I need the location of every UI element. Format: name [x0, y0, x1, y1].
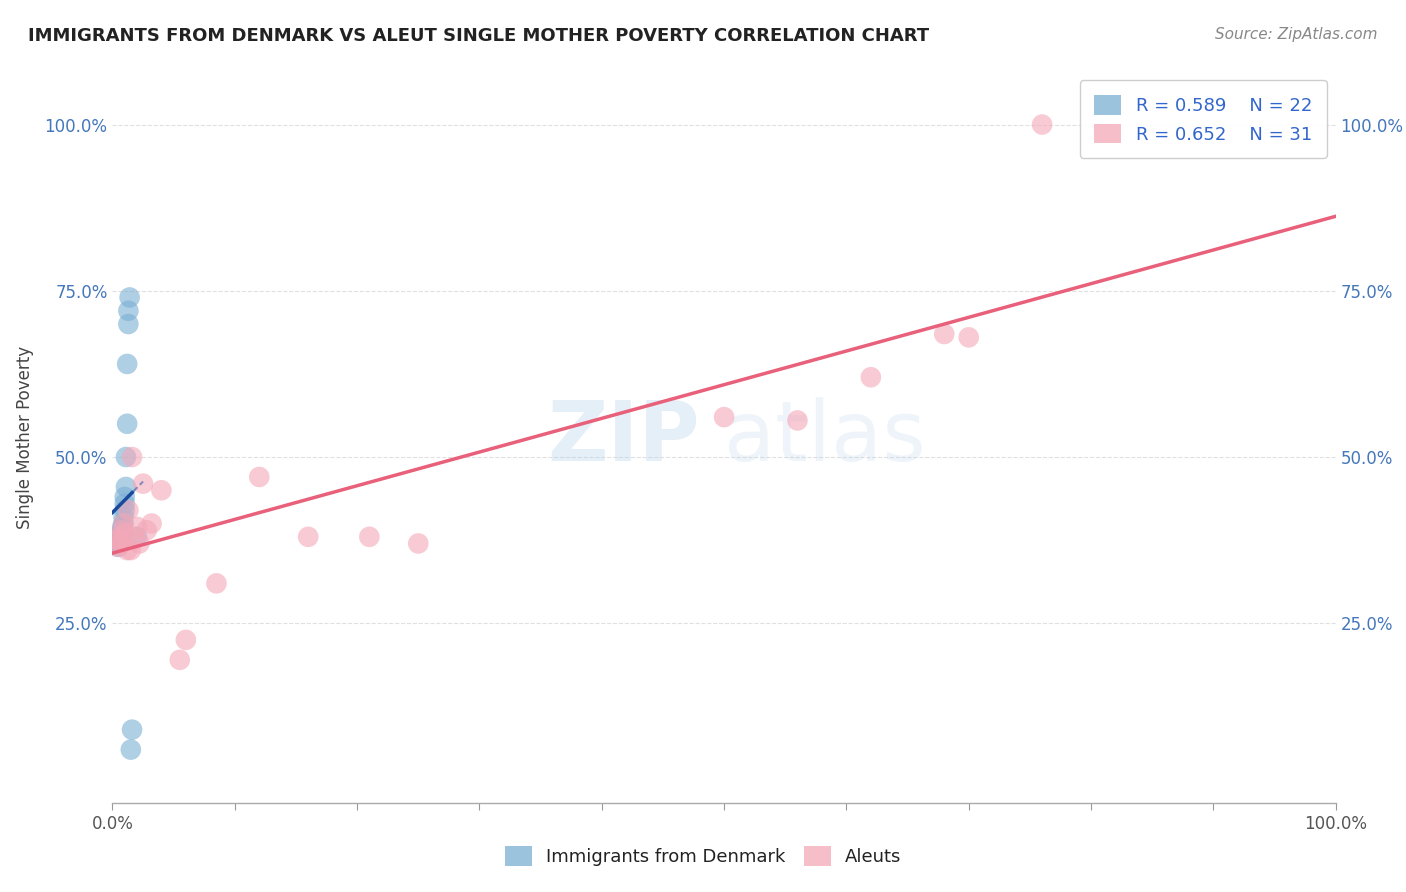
Point: [125, 530, 148, 544]
Point: [111, 523, 134, 537]
Point: [110, 526, 132, 541]
Y-axis label: Single Mother Poverty: Single Mother Poverty: [15, 345, 34, 529]
Point: [121, 723, 143, 737]
Point: [107, 536, 129, 550]
Point: [120, 543, 142, 558]
Point: [107, 533, 129, 548]
Point: [132, 476, 155, 491]
Point: [115, 417, 138, 431]
Point: [297, 530, 319, 544]
Point: [107, 540, 129, 554]
Point: [114, 490, 136, 504]
Point: [408, 536, 430, 550]
Point: [108, 533, 131, 548]
Point: [112, 509, 135, 524]
Text: IMMIGRANTS FROM DENMARK VS ALEUT SINGLE MOTHER POVERTY CORRELATION CHART: IMMIGRANTS FROM DENMARK VS ALEUT SINGLE …: [28, 27, 929, 45]
Point: [112, 516, 135, 531]
Point: [713, 410, 735, 425]
Point: [115, 357, 138, 371]
Point: [150, 483, 173, 498]
Point: [112, 516, 135, 531]
Point: [205, 576, 228, 591]
Point: [114, 497, 136, 511]
Point: [120, 742, 142, 756]
Point: [957, 330, 980, 344]
Point: [125, 520, 148, 534]
Point: [169, 653, 191, 667]
Text: Source: ZipAtlas.com: Source: ZipAtlas.com: [1215, 27, 1378, 42]
Point: [117, 317, 139, 331]
Point: [110, 530, 132, 544]
Point: [786, 413, 808, 427]
Legend: Immigrants from Denmark, Aleuts: Immigrants from Denmark, Aleuts: [498, 839, 908, 873]
Point: [359, 530, 381, 544]
Point: [118, 290, 141, 304]
Point: [117, 503, 139, 517]
Point: [859, 370, 882, 384]
Point: [121, 450, 143, 464]
Point: [934, 326, 956, 341]
Text: atlas: atlas: [724, 397, 925, 477]
Point: [247, 470, 270, 484]
Point: [115, 480, 138, 494]
Text: ZIP: ZIP: [547, 397, 700, 477]
Point: [174, 632, 197, 647]
Point: [128, 536, 150, 550]
Point: [117, 303, 139, 318]
Point: [111, 523, 134, 537]
Point: [110, 536, 132, 550]
Point: [105, 540, 128, 554]
Point: [111, 520, 134, 534]
Point: [108, 530, 131, 544]
Point: [114, 526, 136, 541]
Point: [115, 450, 138, 464]
Point: [115, 543, 138, 558]
Point: [141, 516, 163, 531]
Point: [124, 530, 146, 544]
Point: [1031, 118, 1053, 132]
Point: [135, 523, 157, 537]
Legend: R = 0.589    N = 22, R = 0.652    N = 31: R = 0.589 N = 22, R = 0.652 N = 31: [1080, 80, 1327, 158]
Point: [114, 503, 136, 517]
